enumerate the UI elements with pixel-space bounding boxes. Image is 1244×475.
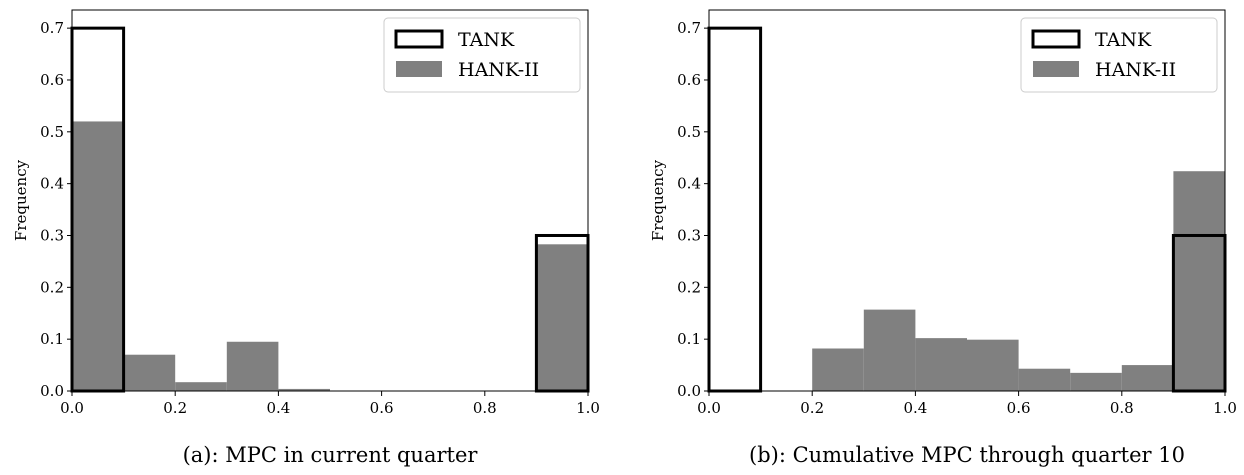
chart2-ytick-label-7: 0.7	[677, 19, 701, 37]
chart2-xtick-label-5: 1.0	[1213, 399, 1237, 417]
chart2-ytick-label-5: 0.5	[677, 123, 701, 141]
chart2-legend-label-hank: HANK-II	[1095, 59, 1176, 81]
chart1-bar-hank-4	[278, 388, 330, 391]
chart2-bar-hank-5	[967, 339, 1019, 391]
chart1-bar-hank-2	[175, 382, 227, 391]
chart2-bar-hank-7	[1070, 372, 1122, 391]
chart2-bar-hank-6	[1018, 368, 1071, 391]
chart1-ylabel: Frequency	[12, 159, 30, 241]
chart2-xtick-label-4: 0.8	[1110, 399, 1134, 417]
chart1-xtick-label-5: 1.0	[576, 399, 600, 417]
chart1-xtick-label-2: 0.4	[266, 399, 290, 417]
chart1-xtick-label-4: 0.8	[473, 399, 497, 417]
chart1-legend-swatch-tank	[394, 29, 444, 49]
chart2-ylabel: Frequency	[649, 159, 667, 241]
chart1-bar-hank-0	[72, 121, 124, 392]
chart1-xtick-label-3: 0.6	[370, 399, 394, 417]
chart2-xtick-label-0: 0.0	[697, 399, 721, 417]
chart2-caption: (b): Cumulative MPC through quarter 10	[749, 443, 1185, 467]
chart1-legend-swatch-hank	[396, 61, 442, 77]
chart2-ytick-label-1: 0.1	[677, 330, 701, 348]
chart1-xtick-label-1: 0.2	[163, 399, 187, 417]
chart2-ytick-label-3: 0.3	[677, 226, 701, 244]
chart1-ytick-label-4: 0.4	[40, 175, 64, 193]
chart1-ytick-label-2: 0.2	[40, 278, 64, 296]
chart2-xtick-label-3: 0.6	[1007, 399, 1031, 417]
chart2-xtick-label-2: 0.4	[903, 399, 927, 417]
chart2-ytick-label-6: 0.6	[677, 71, 701, 89]
chart2-legend-swatch-hank	[1033, 61, 1079, 77]
chart2-xtick-label-1: 0.2	[800, 399, 824, 417]
chart1-ytick-label-3: 0.3	[40, 226, 64, 244]
chart1-xtick-label-0: 0.0	[60, 399, 84, 417]
chart1-bar-hank-1	[123, 354, 176, 391]
chart1-panel: 0.0 0.2 0.4 0.6 0.8 1.0 0.0 0.1 0.2 0.3 0.4 0.5 0.6 0…	[12, 9, 600, 467]
chart2-panel: 0.0 0.2 0.4 0.6 0.8 1.0 0.0 0.1 0.2 0.3 0.4 0.5 0.6 0…	[649, 9, 1237, 467]
chart2-bar-hank-8	[1121, 365, 1174, 391]
chart1-ytick-label-7: 0.7	[40, 19, 64, 37]
chart2-bar-tank-0	[707, 26, 763, 393]
chart2-bar-hank-9	[1173, 171, 1225, 391]
chart1-ytick-label-6: 0.6	[40, 71, 64, 89]
chart2-ytick-label-2: 0.2	[677, 278, 701, 296]
chart1-bar-hank-9	[536, 244, 588, 391]
chart1-ytick-label-1: 0.1	[40, 330, 64, 348]
chart2-bar-hank-3	[863, 309, 916, 391]
chart1-ytick-label-5: 0.5	[40, 123, 64, 141]
chart2-ytick-label-4: 0.4	[677, 175, 701, 193]
chart2-ytick-label-0: 0.0	[677, 382, 701, 400]
chart1-bar-hank-3	[226, 341, 279, 391]
chart2-bar-hank-4	[915, 338, 967, 391]
chart1-legend-label-tank: TANK	[458, 29, 515, 51]
chart2-legend-swatch-tank	[1031, 29, 1081, 49]
chart2-bar-hank-2	[812, 348, 864, 391]
chart1-axes-frame	[71, 9, 589, 392]
chart2-axes-frame	[708, 9, 1226, 392]
chart1-ytick-label-0: 0.0	[40, 382, 64, 400]
chart1-legend-label-hank: HANK-II	[458, 59, 539, 81]
chart2-legend-label-tank: TANK	[1095, 29, 1152, 51]
chart1-caption: (a): MPC in current quarter	[183, 443, 479, 467]
